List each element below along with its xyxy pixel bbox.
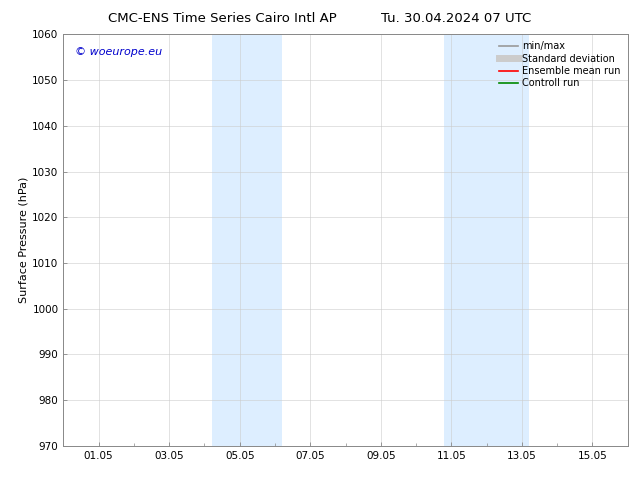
Bar xyxy=(444,34,529,446)
Bar xyxy=(212,34,282,446)
Text: © woeurope.eu: © woeurope.eu xyxy=(75,47,162,57)
Text: Tu. 30.04.2024 07 UTC: Tu. 30.04.2024 07 UTC xyxy=(382,12,531,25)
Y-axis label: Surface Pressure (hPa): Surface Pressure (hPa) xyxy=(18,177,28,303)
Legend: min/max, Standard deviation, Ensemble mean run, Controll run: min/max, Standard deviation, Ensemble me… xyxy=(497,39,623,90)
Text: CMC-ENS Time Series Cairo Intl AP: CMC-ENS Time Series Cairo Intl AP xyxy=(108,12,336,25)
